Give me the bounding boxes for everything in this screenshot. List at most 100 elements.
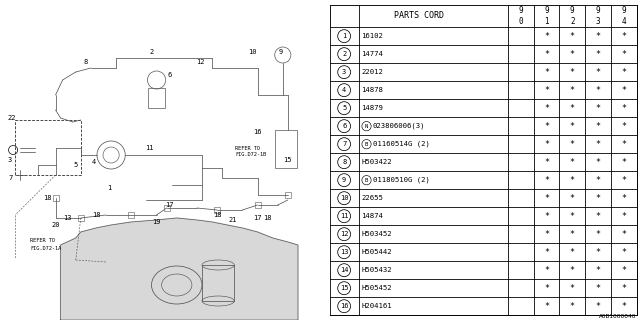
Text: *: * <box>596 158 600 167</box>
Text: *: * <box>570 32 575 41</box>
Text: PARTS CORD: PARTS CORD <box>394 12 444 20</box>
Text: 17: 17 <box>165 202 174 208</box>
Text: *: * <box>596 194 600 203</box>
Text: 01160514G (2): 01160514G (2) <box>372 141 429 148</box>
Text: 9
4: 9 4 <box>621 6 626 26</box>
Text: *: * <box>596 212 600 221</box>
Text: 023806006(3): 023806006(3) <box>372 123 425 129</box>
Text: 10: 10 <box>248 49 257 55</box>
Text: *: * <box>621 230 627 239</box>
Text: 2: 2 <box>149 49 154 55</box>
Text: *: * <box>596 176 600 185</box>
Text: 9
3: 9 3 <box>596 6 600 26</box>
Text: *: * <box>544 50 549 59</box>
Text: B: B <box>365 178 368 183</box>
Text: *: * <box>570 302 575 311</box>
Text: 11: 11 <box>145 145 154 151</box>
Bar <box>15 120 81 175</box>
Text: H505432: H505432 <box>361 267 392 273</box>
Text: 7: 7 <box>8 175 12 181</box>
Text: 15: 15 <box>284 157 292 163</box>
Text: *: * <box>596 230 600 239</box>
Text: *: * <box>621 86 627 95</box>
Text: H503422: H503422 <box>361 159 392 165</box>
Text: 21: 21 <box>228 217 237 223</box>
Text: *: * <box>621 266 627 275</box>
Text: 1: 1 <box>342 33 346 39</box>
Text: 4: 4 <box>342 87 346 93</box>
Text: 9
2: 9 2 <box>570 6 575 26</box>
Text: H204161: H204161 <box>361 303 392 309</box>
Text: 3: 3 <box>342 69 346 75</box>
Text: *: * <box>570 212 575 221</box>
Text: *: * <box>621 248 627 257</box>
Text: *: * <box>570 68 575 77</box>
Text: 6: 6 <box>168 72 172 78</box>
Text: *: * <box>570 122 575 131</box>
Text: *: * <box>570 176 575 185</box>
Bar <box>52 195 59 201</box>
Text: *: * <box>621 176 627 185</box>
Text: *: * <box>596 104 600 113</box>
Text: 9
0: 9 0 <box>518 6 523 26</box>
Text: 13: 13 <box>63 215 72 221</box>
Text: *: * <box>621 50 627 59</box>
Bar <box>214 207 220 213</box>
Text: 14: 14 <box>340 267 348 273</box>
Text: *: * <box>570 50 575 59</box>
Text: REFER TO: REFER TO <box>30 237 55 243</box>
Text: 5: 5 <box>74 162 78 168</box>
Text: 7: 7 <box>342 141 346 147</box>
Text: B: B <box>365 142 368 147</box>
Text: 14878: 14878 <box>361 87 383 93</box>
Text: 4: 4 <box>92 159 96 165</box>
Text: *: * <box>570 104 575 113</box>
Text: 1: 1 <box>107 185 111 191</box>
Text: 18: 18 <box>264 215 272 221</box>
Text: *: * <box>621 212 627 221</box>
Text: 8: 8 <box>342 159 346 165</box>
Text: *: * <box>621 140 627 149</box>
Text: *: * <box>621 158 627 167</box>
Text: 18: 18 <box>213 212 221 218</box>
Text: *: * <box>544 194 549 203</box>
Text: *: * <box>544 104 549 113</box>
Bar <box>78 215 84 221</box>
Text: *: * <box>596 266 600 275</box>
Text: 14874: 14874 <box>361 213 383 219</box>
Text: *: * <box>621 302 627 311</box>
Text: 9: 9 <box>342 177 346 183</box>
Bar <box>148 88 164 108</box>
Bar <box>285 192 291 198</box>
Text: N: N <box>365 124 368 129</box>
Text: 14774: 14774 <box>361 51 383 57</box>
Text: 16: 16 <box>340 303 348 309</box>
Text: 3: 3 <box>8 157 12 163</box>
Text: *: * <box>544 176 549 185</box>
Text: *: * <box>596 248 600 257</box>
Text: FIG.D72-1A: FIG.D72-1A <box>30 245 61 251</box>
Text: *: * <box>621 32 627 41</box>
Text: *: * <box>596 50 600 59</box>
Text: *: * <box>570 230 575 239</box>
Text: 8: 8 <box>84 59 88 65</box>
Text: 9
1: 9 1 <box>544 6 548 26</box>
Text: *: * <box>544 212 549 221</box>
Text: *: * <box>544 266 549 275</box>
Text: 12: 12 <box>196 59 204 65</box>
Text: *: * <box>621 122 627 131</box>
Text: *: * <box>544 122 549 131</box>
Text: H505442: H505442 <box>361 249 392 255</box>
Text: H505452: H505452 <box>361 285 392 291</box>
Text: *: * <box>544 158 549 167</box>
Text: *: * <box>544 230 549 239</box>
Text: 22: 22 <box>8 115 17 121</box>
Text: 01180510G (2): 01180510G (2) <box>372 177 429 183</box>
Text: *: * <box>596 32 600 41</box>
Text: *: * <box>621 194 627 203</box>
Text: 18: 18 <box>92 212 100 218</box>
Text: 16: 16 <box>253 129 262 135</box>
Text: *: * <box>621 68 627 77</box>
Text: 5: 5 <box>342 105 346 111</box>
Text: *: * <box>570 158 575 167</box>
